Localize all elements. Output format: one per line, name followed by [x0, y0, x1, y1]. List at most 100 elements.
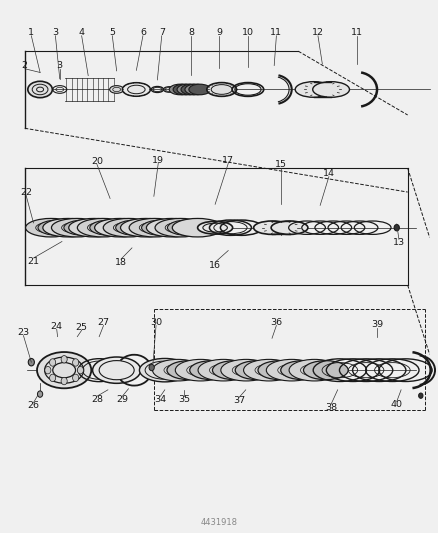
Circle shape	[149, 365, 154, 370]
Text: 11: 11	[270, 28, 282, 37]
Ellipse shape	[220, 359, 271, 381]
Text: 8: 8	[187, 28, 194, 37]
Text: 24: 24	[51, 321, 63, 330]
Ellipse shape	[25, 219, 76, 237]
Text: 36: 36	[270, 318, 282, 327]
Text: 17: 17	[222, 156, 234, 165]
Text: 5: 5	[109, 28, 115, 37]
Ellipse shape	[303, 361, 347, 379]
Circle shape	[72, 374, 78, 382]
Ellipse shape	[167, 220, 210, 236]
Text: 1: 1	[28, 28, 34, 37]
Ellipse shape	[172, 219, 223, 237]
Ellipse shape	[77, 219, 128, 237]
Ellipse shape	[288, 359, 339, 381]
Text: 9: 9	[216, 28, 222, 37]
Circle shape	[49, 359, 56, 366]
Ellipse shape	[103, 219, 154, 237]
Text: 7: 7	[159, 28, 164, 37]
Ellipse shape	[139, 359, 190, 382]
Text: 38: 38	[324, 403, 336, 412]
Circle shape	[37, 391, 42, 397]
Text: 23: 23	[18, 328, 29, 337]
Ellipse shape	[173, 84, 194, 95]
Text: 12: 12	[311, 28, 323, 37]
Circle shape	[61, 377, 67, 385]
Ellipse shape	[271, 221, 307, 235]
Text: 16: 16	[208, 261, 221, 270]
Ellipse shape	[155, 219, 205, 237]
Ellipse shape	[95, 219, 145, 237]
Ellipse shape	[312, 82, 349, 98]
Text: 30: 30	[150, 318, 162, 327]
Ellipse shape	[294, 82, 331, 98]
Ellipse shape	[120, 219, 171, 237]
Ellipse shape	[90, 220, 133, 236]
Text: 3: 3	[52, 28, 58, 37]
Text: 19: 19	[152, 156, 164, 165]
Ellipse shape	[175, 359, 226, 381]
Ellipse shape	[37, 352, 91, 389]
Ellipse shape	[177, 84, 198, 95]
Ellipse shape	[393, 224, 399, 231]
Text: 27: 27	[97, 318, 110, 327]
Ellipse shape	[116, 220, 159, 236]
Text: 11: 11	[350, 28, 363, 37]
Circle shape	[61, 356, 67, 363]
Ellipse shape	[28, 82, 52, 98]
Ellipse shape	[64, 220, 107, 236]
Ellipse shape	[197, 221, 232, 234]
Text: 20: 20	[91, 157, 103, 166]
Text: 18: 18	[115, 258, 127, 266]
Ellipse shape	[243, 359, 293, 381]
Text: 21: 21	[28, 257, 39, 265]
Text: 25: 25	[75, 322, 88, 332]
Text: 15: 15	[274, 160, 286, 169]
Text: 13: 13	[392, 238, 404, 247]
Text: 28: 28	[91, 395, 103, 404]
Ellipse shape	[69, 219, 119, 237]
Text: 34: 34	[154, 395, 166, 404]
Ellipse shape	[166, 361, 211, 379]
Text: 14: 14	[322, 169, 334, 178]
Ellipse shape	[51, 219, 102, 237]
Ellipse shape	[129, 219, 180, 237]
Ellipse shape	[146, 219, 197, 237]
Text: 29: 29	[116, 395, 128, 404]
Text: 39: 39	[370, 320, 382, 329]
Ellipse shape	[122, 83, 150, 96]
Ellipse shape	[28, 359, 34, 366]
Ellipse shape	[212, 361, 257, 379]
Ellipse shape	[189, 361, 234, 379]
Text: 26: 26	[28, 401, 39, 410]
Text: 22: 22	[20, 188, 32, 197]
Text: 2: 2	[22, 61, 28, 70]
Circle shape	[45, 367, 51, 374]
Ellipse shape	[253, 221, 290, 235]
Ellipse shape	[141, 220, 184, 236]
Ellipse shape	[110, 86, 124, 93]
Ellipse shape	[38, 220, 81, 236]
Ellipse shape	[152, 359, 203, 381]
Ellipse shape	[206, 83, 236, 96]
Circle shape	[72, 359, 78, 366]
Text: 37: 37	[233, 396, 245, 405]
Text: 35: 35	[178, 395, 190, 404]
Ellipse shape	[235, 361, 279, 379]
Circle shape	[77, 367, 83, 374]
Ellipse shape	[169, 84, 191, 95]
Text: 3: 3	[57, 61, 63, 70]
Ellipse shape	[92, 357, 141, 383]
Ellipse shape	[198, 359, 248, 381]
Text: 6: 6	[140, 28, 145, 37]
Circle shape	[418, 393, 422, 398]
Ellipse shape	[280, 361, 325, 379]
Ellipse shape	[180, 84, 202, 95]
Text: 10: 10	[241, 28, 253, 37]
Text: 40: 40	[390, 400, 402, 409]
Text: 4431918: 4431918	[201, 518, 237, 527]
Ellipse shape	[30, 224, 36, 231]
Circle shape	[49, 374, 56, 382]
Ellipse shape	[188, 84, 210, 95]
Ellipse shape	[266, 359, 316, 381]
